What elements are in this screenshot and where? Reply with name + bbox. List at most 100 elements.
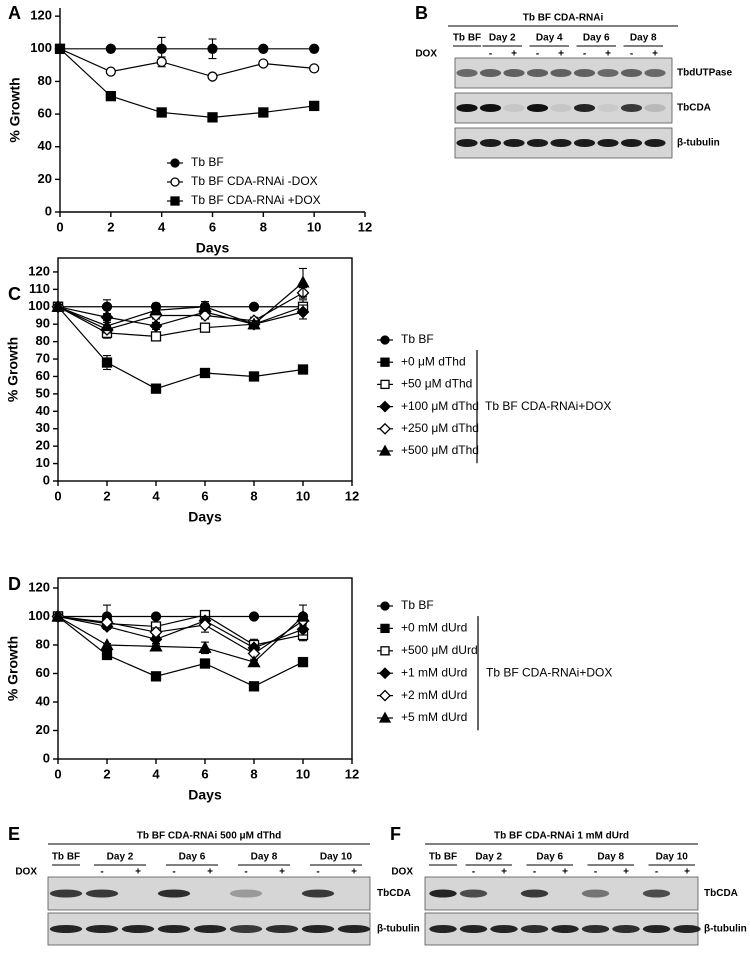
panel-letter: F	[390, 824, 401, 844]
lane-label: Day 8	[630, 33, 657, 44]
y-tick-label: 20	[36, 438, 50, 453]
x-tick-label: 2	[107, 219, 114, 234]
marker	[199, 658, 211, 669]
legend-marker	[379, 689, 391, 702]
marker	[248, 681, 260, 692]
x-tick-label: 8	[250, 766, 257, 781]
lane-label: Day 10	[656, 852, 689, 863]
blot-band	[526, 69, 549, 77]
x-tick-label: 2	[103, 766, 110, 781]
lane-label: Tb BF	[429, 852, 457, 863]
marker	[150, 383, 162, 394]
x-tick-label: 4	[152, 766, 160, 781]
dox-label: DOX	[15, 867, 37, 878]
dox-sign: +	[501, 867, 507, 878]
marker	[198, 309, 212, 322]
x-tick-label: 10	[307, 219, 321, 234]
marker	[150, 331, 162, 342]
legend-label: +50 μM dThd	[401, 377, 472, 391]
lane-label: Day 2	[489, 33, 516, 44]
dox-sign: +	[684, 867, 690, 878]
blot-band	[520, 889, 549, 898]
panel-letter: E	[8, 824, 20, 844]
x-tick-label: 6	[201, 766, 208, 781]
y-tick-label: 120	[28, 263, 50, 278]
blot-band	[503, 104, 525, 112]
legend-marker	[380, 379, 390, 390]
x-axis-title: Days	[188, 787, 222, 803]
blot-band	[673, 925, 701, 933]
legend-label: +2 mM dUrd	[401, 688, 467, 702]
blot-band	[456, 104, 478, 112]
dox-label: DOX	[415, 49, 437, 60]
dox-sign: +	[562, 867, 568, 878]
dox-sign: -	[536, 49, 539, 60]
y-tick-label: 100	[28, 608, 50, 623]
series-line	[57, 281, 304, 327]
band-label: TbCDA	[677, 103, 711, 114]
lane-label: Day 8	[251, 852, 278, 863]
blot-title: Tb BF CDA-RNAi	[523, 13, 604, 24]
blot-band	[459, 889, 488, 898]
series-line	[59, 48, 315, 118]
lane-label: Tb BF	[52, 852, 80, 863]
dox-sign: -	[489, 49, 492, 60]
blot-band	[85, 925, 119, 933]
blot-band	[85, 889, 119, 898]
marker	[248, 611, 260, 622]
y-axis-title: % Growth	[7, 77, 23, 142]
legend-label: +5 mM dUrd	[401, 710, 467, 724]
series-line	[57, 306, 304, 338]
legend-marker	[380, 357, 390, 367]
dox-sign: +	[558, 49, 564, 60]
blot-title: Tb BF CDA-RNAi 500 μM dThd	[137, 831, 281, 842]
marker	[296, 609, 310, 622]
blot-band	[193, 925, 227, 933]
series-line	[59, 48, 315, 78]
x-tick-label: 0	[56, 219, 63, 234]
y-tick-label: 120	[30, 8, 52, 23]
blot-band	[526, 104, 549, 112]
marker	[258, 43, 269, 54]
lane-label: Day 2	[475, 852, 502, 863]
band-label: β-tubulin	[704, 924, 747, 935]
legend-label: +0 mM dUrd	[401, 621, 467, 635]
y-tick-label: 80	[38, 73, 52, 88]
band-label: β-tubulin	[377, 924, 420, 935]
y-tick-label: 90	[36, 316, 50, 331]
y-tick-label: 110	[29, 281, 50, 296]
blot-band	[479, 139, 502, 147]
blot-band	[573, 104, 596, 112]
marker	[54, 43, 66, 54]
legend-label: Tb BF CDA-RNAi +DOX	[191, 193, 321, 207]
blot-band	[620, 104, 643, 112]
marker	[156, 43, 167, 54]
marker	[149, 319, 163, 333]
blot-band	[550, 104, 572, 112]
blot-title: Tb BF CDA-RNAi 1 mM dUrd	[494, 831, 629, 842]
marker	[150, 671, 162, 682]
lane-label: Day 6	[179, 852, 206, 863]
blot-band	[49, 889, 83, 898]
blot-band	[612, 925, 640, 933]
dox-sign: +	[351, 867, 357, 878]
blot-band	[644, 104, 666, 112]
lane-label: Day 4	[536, 33, 563, 44]
y-tick-label: 70	[36, 350, 50, 365]
blot-band	[459, 925, 488, 933]
blot-band	[301, 889, 335, 898]
marker	[198, 618, 212, 632]
marker	[105, 66, 116, 77]
dox-sign: +	[605, 49, 611, 60]
marker	[198, 299, 212, 312]
blot-band	[526, 139, 549, 147]
dox-sign: +	[279, 867, 285, 878]
blot-band	[157, 925, 191, 933]
blot-band	[581, 889, 610, 898]
marker	[258, 58, 269, 69]
legend-label: Tb BF	[401, 598, 434, 612]
marker	[105, 43, 116, 54]
blot-band	[644, 69, 666, 77]
blot-band	[503, 139, 525, 147]
y-tick-label: 20	[36, 722, 50, 737]
